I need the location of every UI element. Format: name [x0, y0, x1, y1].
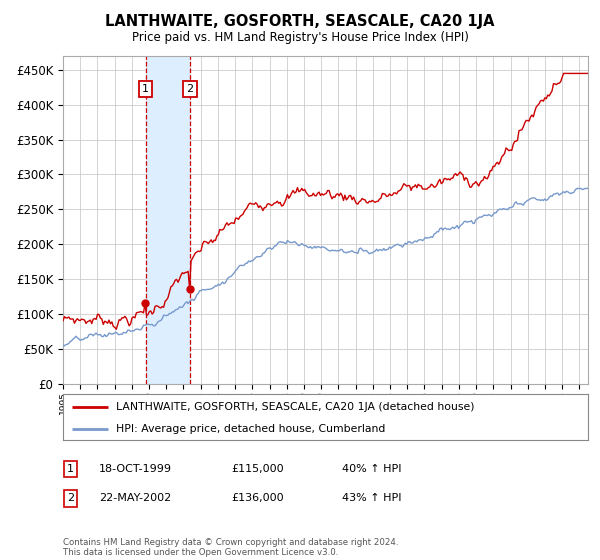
Text: 43% ↑ HPI: 43% ↑ HPI	[342, 493, 401, 503]
Bar	[146, 56, 190, 384]
Text: LANTHWAITE, GOSFORTH, SEASCALE, CA20 1JA (detached house): LANTHWAITE, GOSFORTH, SEASCALE, CA20 1JA…	[115, 402, 474, 412]
Text: Contains HM Land Registry data © Crown copyright and database right 2024.
This d: Contains HM Land Registry data © Crown c…	[63, 538, 398, 557]
Text: £115,000: £115,000	[231, 464, 284, 474]
Text: HPI: Average price, detached house, Cumberland: HPI: Average price, detached house, Cumb…	[115, 424, 385, 435]
Text: 1: 1	[67, 464, 74, 474]
Text: £136,000: £136,000	[231, 493, 284, 503]
Text: LANTHWAITE, GOSFORTH, SEASCALE, CA20 1JA: LANTHWAITE, GOSFORTH, SEASCALE, CA20 1JA	[105, 14, 495, 29]
Text: 18-OCT-1999: 18-OCT-1999	[99, 464, 172, 474]
Text: 2: 2	[187, 84, 194, 94]
Text: Price paid vs. HM Land Registry's House Price Index (HPI): Price paid vs. HM Land Registry's House …	[131, 31, 469, 44]
Text: 1: 1	[142, 84, 149, 94]
Text: 40% ↑ HPI: 40% ↑ HPI	[342, 464, 401, 474]
Text: 22-MAY-2002: 22-MAY-2002	[99, 493, 171, 503]
Text: 2: 2	[67, 493, 74, 503]
